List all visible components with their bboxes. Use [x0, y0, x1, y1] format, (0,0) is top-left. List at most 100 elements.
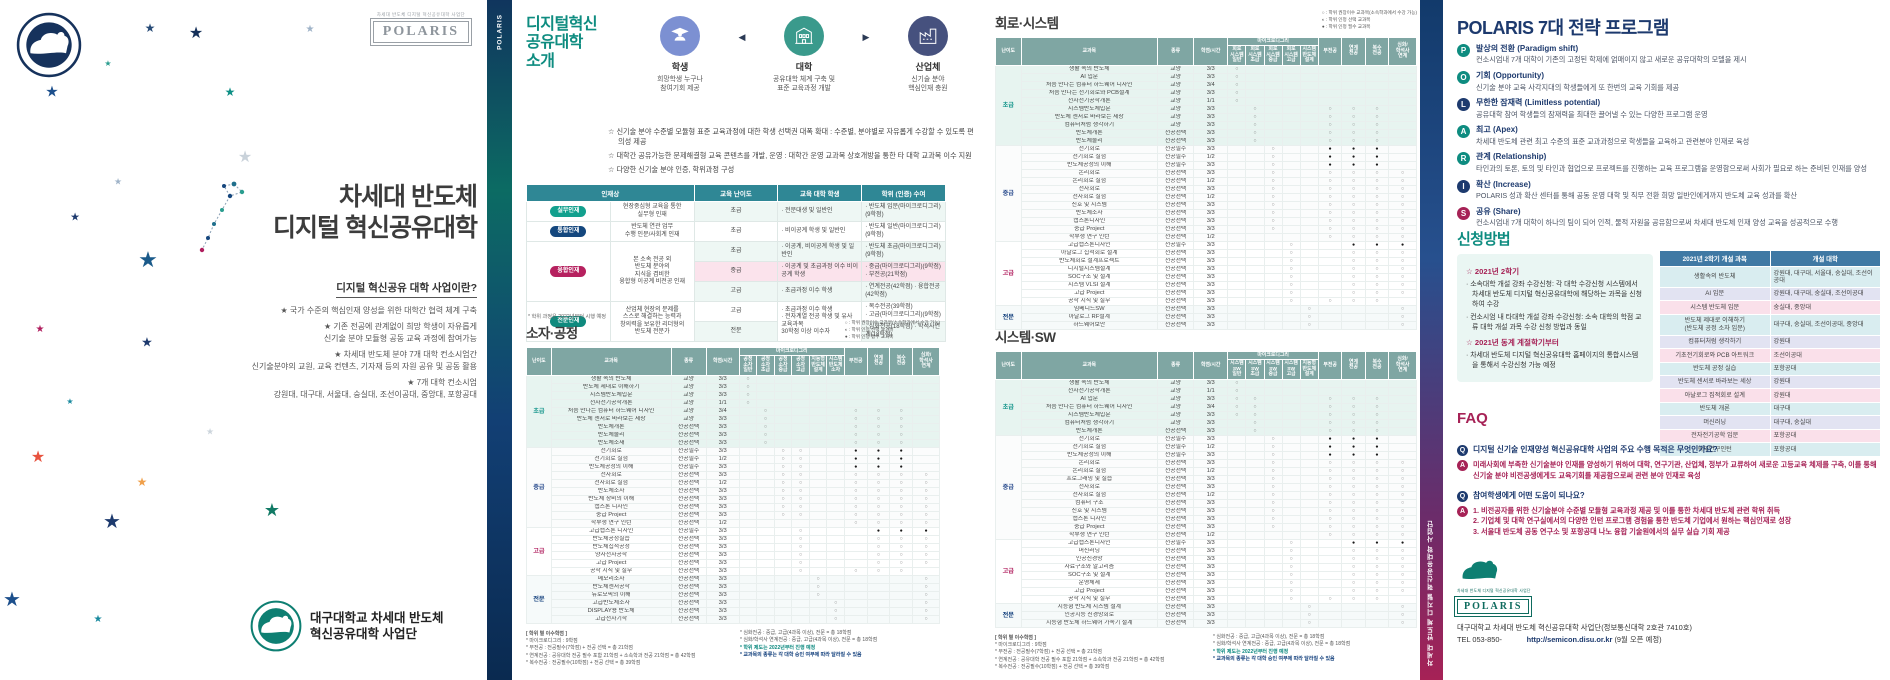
course-dot [1245, 538, 1265, 548]
course-name: 시스템 VLSI 설계 [1020, 280, 1158, 290]
course-row: 중급 Project 전공선택 3/3 ○ ○ ○ ○ ○ [996, 224, 1417, 234]
course-dot [791, 606, 810, 616]
course-dot: ○ [889, 510, 914, 520]
course-name: 전자회로 [550, 470, 672, 480]
course-dot: ○ [843, 406, 868, 416]
course-type: 전공선택 [1156, 594, 1195, 604]
course-row: 반도체 장비의 이해 전공선택 3/3 ○ ○ ○ ○ ○ ○ [527, 494, 940, 504]
course-dot [1281, 168, 1301, 178]
course-name: 캡스톤 디자인 [1020, 514, 1158, 524]
course-dot [756, 566, 775, 576]
talent-degree: · 반도체 초급(마이크로디그리)(9학점) [861, 241, 946, 262]
course-row: 반도체공정의 이해 전공필수 3/3 ○ ○ ● ● ● [527, 462, 940, 472]
course-level: 전문 [995, 304, 1022, 330]
course-dot [1388, 80, 1417, 90]
course-dot [1299, 72, 1319, 82]
course-dot: ○ [1364, 200, 1390, 210]
course-col-header: 교과목 [1020, 351, 1158, 380]
course-row: 고급 고급캡스톤디자인 전공필수 3/3 ○ ● ● ● [995, 538, 1417, 604]
course-dot [1245, 458, 1265, 468]
course-dot: ● [1364, 240, 1390, 250]
course-dot [1227, 264, 1247, 274]
course-dot: ● [889, 446, 914, 456]
course-dot: ○ [1364, 522, 1390, 532]
course-type: 교양 [1156, 104, 1195, 114]
polaris-circle-logo [16, 12, 82, 78]
course-row: 중급 Project 전공선택 3/3 ○ ○ ○ ○ ○ ○ [527, 510, 940, 520]
course-type: 전공선택 [1156, 498, 1195, 508]
course-dot [826, 494, 845, 504]
course-dot [1245, 152, 1265, 162]
course-dot [1317, 80, 1343, 90]
course-dot [1341, 602, 1366, 612]
course-type: 전공선택 [670, 518, 707, 528]
course-dot: ○ [738, 390, 758, 400]
course-row: 논리회로 실험 전공선택 1/2 ○ ○ ○ ○ ○ [996, 466, 1417, 476]
strategy-title: 최고 (Apex) [1476, 125, 1518, 135]
course-dot [1245, 280, 1265, 290]
talent-level: 중급 [693, 261, 779, 282]
course-dot [1245, 554, 1265, 564]
course-col-header: 학점/시간 [1193, 351, 1229, 380]
course-dot: ○ [791, 502, 810, 512]
course-dot [1299, 96, 1319, 106]
a-badge-icon: A [1457, 460, 1468, 471]
course-dot: ○ [889, 478, 914, 488]
course-name: 처음 만나는 전기회로와 PCB설계 [1020, 88, 1158, 98]
course-col-header: 교과목 [1020, 37, 1158, 66]
course-dot: ○ [1317, 498, 1343, 508]
talent-level: 초급 [693, 221, 779, 242]
course-dot: ○ [843, 566, 868, 576]
course-type: 전공선택 [1156, 216, 1195, 226]
course-dot [1245, 386, 1265, 396]
course-dot: ○ [1317, 394, 1343, 404]
course-credit: 3/3 [1193, 602, 1229, 612]
course-dot: ○ [1245, 104, 1265, 114]
course-type: 교양 [1156, 378, 1195, 388]
course-dot [808, 422, 828, 432]
course-name: 반도체공정의 이해 [1020, 450, 1158, 460]
course-dot: ○ [1263, 176, 1283, 186]
course-type: 교양 [670, 398, 707, 408]
open-course-name: 기초전기회로와 PCB 아트워크 [1659, 348, 1771, 363]
course-dot: ● [1317, 160, 1343, 170]
course-dot [1317, 610, 1343, 620]
course-credit: 3/3 [705, 566, 740, 576]
course-dot [826, 518, 845, 528]
course-dot: ○ [1341, 418, 1366, 428]
course-dot: ○ [843, 486, 868, 496]
course-dot [1281, 312, 1301, 322]
course-dot [1364, 80, 1390, 90]
strategy-desc: 차세대 반도체 관련 최고 수준의 표준 교과과정으로 학생들을 교육하고 관련… [1476, 136, 1750, 146]
course-credit: 3/3 [705, 494, 740, 504]
talent-table-wrap: 인재상 교육 난이도 교육 대학 학생 학위 (인증) 수여 실무인재 현장중심형 교육을… [526, 184, 946, 342]
talent-pill-cell: 융합인재 [526, 241, 611, 302]
course-dot [1245, 466, 1265, 476]
course-type: 교양 [1156, 80, 1195, 90]
course-name: 운영체제 [1020, 578, 1158, 588]
course-name: 생활 속의 반도체 [1020, 378, 1158, 388]
footnote-line: * 부전공 : 전공필수(7학점) + 전공 선택 = 총 21학점 [995, 649, 1102, 656]
footer-logo-caption: 차세대 반도체 디지털 혁신공유대학 사업단 [1457, 589, 1531, 593]
course-row: 전문 메모리소자 전공선택 3/3 ○ ○ [526, 574, 940, 624]
course-type: 전공선택 [1156, 482, 1195, 492]
course-dot [1263, 288, 1283, 298]
open-table-row: 전자전기공학 입문 포항공대 [1659, 428, 1881, 444]
course-dot: ○ [1388, 610, 1417, 620]
course-dot [1281, 96, 1301, 106]
course-dot: ● [1341, 160, 1366, 170]
course-dot: ○ [1341, 490, 1366, 500]
spine-org: 차세대 반도체 디지털 혁신공유대학 사업단 [1420, 0, 1443, 680]
course-row: 캡스톤디자인 전공선택 3/3 ○ ○ ○ ○ ○ [996, 216, 1417, 226]
course-dot [1227, 602, 1247, 612]
course-type: 전공선택 [670, 438, 707, 448]
course-dot [738, 438, 758, 448]
course-dot [1281, 602, 1301, 612]
course-row: 반도체개론 전공선택 3/3 ○ ○ ○ ○ [527, 422, 940, 432]
course-dot [1263, 272, 1283, 282]
course-name: 반도체 센서로 바라보는 세상 [550, 414, 672, 424]
footnote-line: * 부전공 : 전공필수(7학점) + 전공 선택 = 총 21학점 [526, 645, 633, 652]
course-level: 전문 [995, 602, 1022, 628]
course-dot [1227, 418, 1247, 428]
footer-polaris-wordmark: POLARIS [1453, 596, 1533, 617]
